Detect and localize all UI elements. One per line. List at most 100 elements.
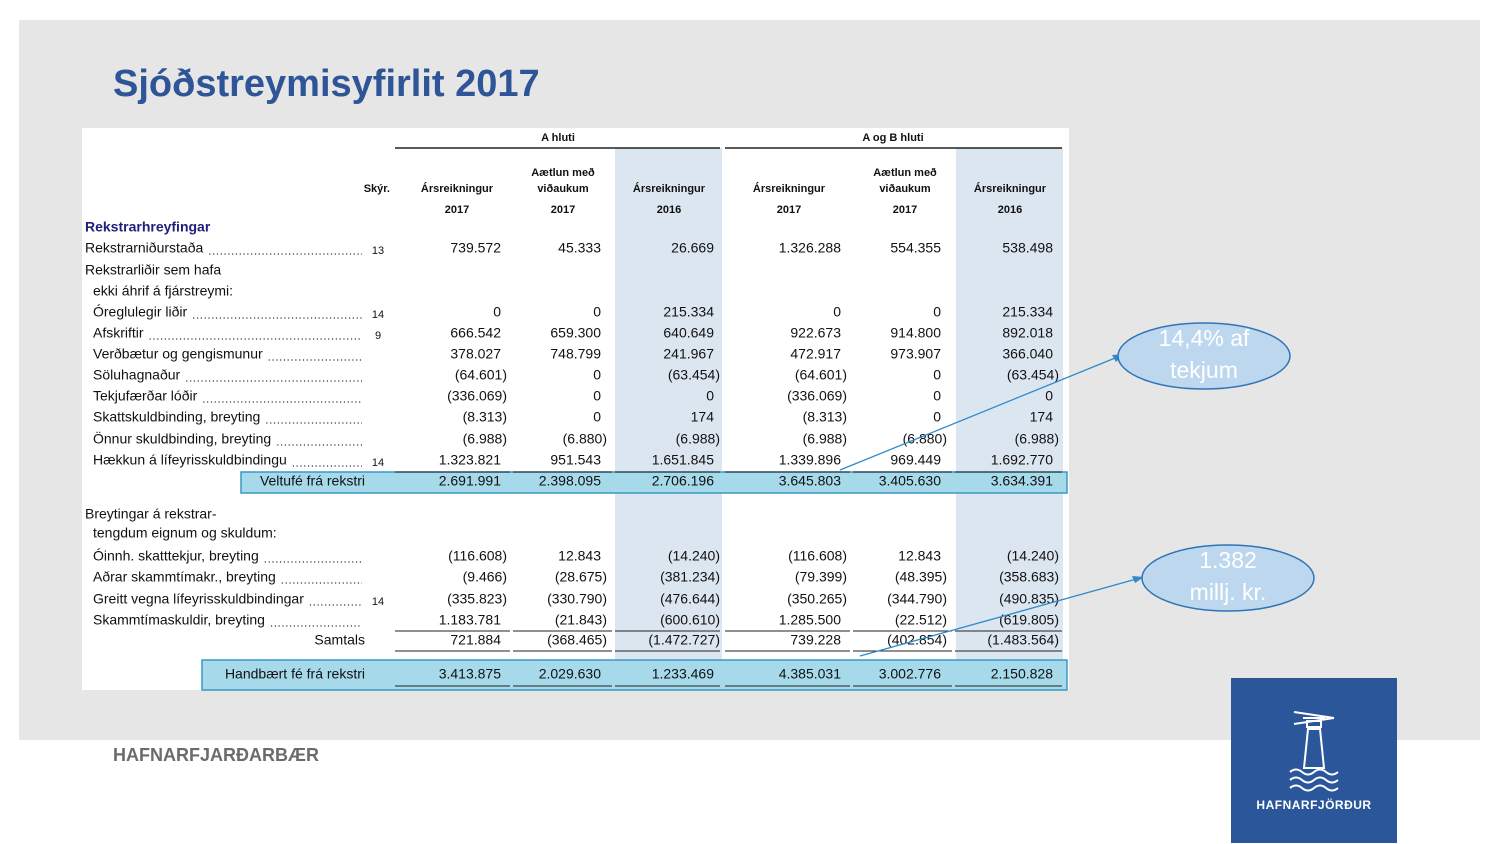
cell-value: (63.454): [668, 367, 720, 383]
highlight-row: [201, 659, 1068, 691]
row-label: Veltufé frá rekstri: [260, 473, 365, 489]
cell-value: (79.399): [795, 569, 847, 585]
table-panel: [82, 128, 1069, 690]
row-label: Verðbætur og gengismunur: [93, 346, 263, 362]
cell-value: (116.608): [448, 548, 507, 564]
row-label: ekki áhrif á fjárstreymi:: [93, 283, 233, 299]
cell-value: 45.333: [558, 240, 601, 256]
row-label: tengdum eignum og skuldum:: [93, 525, 277, 541]
section-header: Rekstrarhreyfingar: [85, 219, 211, 235]
row-note: 14: [372, 596, 384, 608]
shaded-column: [615, 148, 722, 690]
cell-value: 538.498: [1002, 240, 1053, 256]
column-header: Aætlun með: [531, 167, 595, 179]
column-header: Ársreikningur: [753, 182, 826, 195]
cell-value: (14.240): [668, 548, 720, 564]
cell-value: 0: [493, 304, 501, 320]
cell-value: (6.988): [676, 431, 720, 447]
row-label: Greitt vegna lífeyrisskuldbindingar: [93, 591, 304, 607]
column-header: Ársreikningur: [633, 182, 706, 195]
cell-value: (381.234): [660, 569, 720, 585]
cell-value: 969.449: [890, 452, 941, 468]
cell-value: (64.601): [795, 367, 847, 383]
column-year: 2017: [551, 204, 575, 216]
cell-value: 1.339.896: [779, 452, 841, 468]
cell-value: 973.907: [890, 346, 941, 362]
cell-value: (368.465): [547, 632, 607, 648]
cell-value: 174: [691, 409, 715, 425]
cell-value: (22.512): [895, 612, 947, 628]
callout-text: 1.382: [1199, 547, 1257, 573]
column-year: 2016: [657, 204, 681, 216]
row-label: Skammtímaskuldir, breyting: [93, 612, 265, 628]
cell-value: 721.884: [450, 632, 501, 648]
cell-value: (600.610): [660, 612, 720, 628]
cell-value: (6.880): [563, 431, 607, 447]
cell-value: 659.300: [550, 325, 601, 341]
cell-value: (335.823): [447, 591, 507, 607]
row-note: 13: [372, 245, 384, 257]
column-header: viðaukum: [537, 183, 589, 195]
column-header: Aætlun með: [873, 167, 937, 179]
row-note: 14: [372, 457, 384, 469]
cell-value: 2.029.630: [539, 666, 601, 682]
cell-value: 0: [933, 304, 941, 320]
cell-value: (8.313): [463, 409, 507, 425]
row-label: Hækkun á lífeyrisskuldbindingu: [93, 452, 287, 468]
cell-value: 215.334: [663, 304, 714, 320]
row-label: Óinnh. skatttekjur, breyting: [93, 548, 259, 564]
column-year: 2017: [777, 204, 801, 216]
cell-value: 739.572: [450, 240, 501, 256]
callout-arrow: [839, 355, 1121, 471]
cell-value: 0: [833, 304, 841, 320]
cell-value: 366.040: [1002, 346, 1053, 362]
column-header: Ársreikningur: [974, 182, 1047, 195]
cell-value: 748.799: [550, 346, 601, 362]
row-label: Breytingar á rekstrar-: [85, 506, 217, 522]
shaded-column: [956, 148, 1063, 690]
callout-arrow: [859, 577, 1141, 657]
cell-value: 2.706.196: [652, 473, 714, 489]
cell-value: (6.988): [463, 431, 507, 447]
cell-value: 0: [706, 388, 714, 404]
cell-value: (21.843): [555, 612, 607, 628]
cell-value: (64.601): [455, 367, 507, 383]
column-year: 2017: [893, 204, 917, 216]
cell-value: 892.018: [1002, 325, 1053, 341]
cell-value: 2.398.095: [539, 473, 601, 489]
cell-value: 1.183.781: [439, 612, 501, 628]
row-note: 9: [375, 330, 381, 342]
cell-value: (350.265): [787, 591, 847, 607]
cell-value: 0: [593, 367, 601, 383]
cell-value: (116.608): [788, 548, 847, 564]
cell-value: (8.313): [803, 409, 847, 425]
cell-value: (1.483.564): [987, 632, 1059, 648]
cell-value: 666.542: [450, 325, 501, 341]
cell-value: 4.385.031: [779, 666, 841, 682]
cell-value: 378.027: [450, 346, 501, 362]
table: A hluti A og B hluti Skýr. Ársreikningur 201…: [85, 132, 1062, 687]
logo-lighthouse: [1289, 711, 1339, 792]
column-year: 2017: [445, 204, 469, 216]
cell-value: 1.326.288: [779, 240, 841, 256]
cell-value: 1.692.770: [991, 452, 1053, 468]
cell-value: (63.454): [1007, 367, 1059, 383]
group-header: A og B hluti: [862, 132, 923, 144]
cell-value: (336.069): [447, 388, 507, 404]
row-label: Handbært fé frá rekstri: [225, 666, 365, 682]
cell-value: 241.967: [663, 346, 714, 362]
cell-value: 0: [933, 388, 941, 404]
callout-text: millj. kr.: [1190, 579, 1267, 605]
cell-value: (6.880): [903, 431, 947, 447]
callout: [1141, 544, 1315, 612]
cell-value: 1.233.469: [652, 666, 714, 682]
logo-text: HAFNARFJÖRÐUR: [1256, 797, 1371, 812]
arrow-head: [1132, 576, 1144, 583]
cell-value: 0: [593, 388, 601, 404]
row-label: Tekjufærðar lóðir: [93, 388, 198, 404]
cell-value: 951.543: [550, 452, 601, 468]
row-label: Afskriftir: [93, 325, 144, 341]
cell-value: 0: [933, 409, 941, 425]
